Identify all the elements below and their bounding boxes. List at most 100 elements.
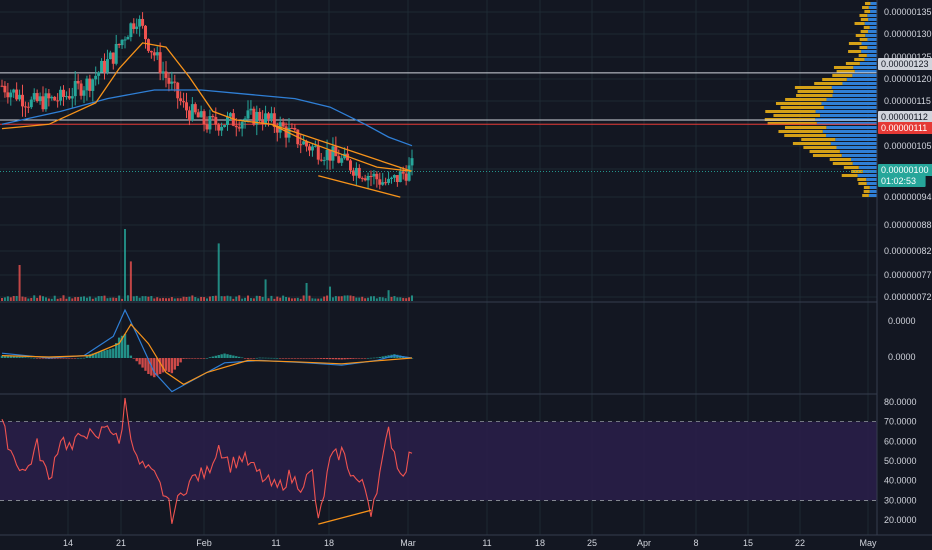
candle-body	[360, 177, 364, 179]
macd-histogram-bar	[214, 355, 217, 358]
macd-histogram-bar	[363, 358, 367, 359]
volume-profile-bar	[784, 134, 826, 137]
candle-body	[149, 50, 153, 53]
candle-body	[44, 93, 48, 110]
candle-body	[135, 26, 139, 29]
volume-profile-bar	[823, 106, 877, 109]
volume-profile-bar	[765, 110, 816, 113]
volume-profile-bar	[821, 102, 877, 105]
candle-body	[395, 175, 399, 183]
volume-profile-bar	[809, 150, 840, 153]
macd-histogram-bar	[44, 358, 48, 359]
volume-profile-bar	[845, 62, 860, 65]
wedge-lower-trendline[interactable]	[318, 175, 401, 198]
macd-histogram-bar	[264, 357, 267, 359]
macd-histogram-bar	[352, 358, 355, 359]
volume-bar	[229, 296, 232, 301]
candle-body	[187, 110, 191, 121]
macd-histogram-bar	[340, 358, 343, 360]
volume-profile-bar	[850, 158, 877, 161]
macd-histogram-bar	[120, 335, 124, 358]
rsi-tick-label: 70.0000	[884, 417, 917, 427]
rsi-pane[interactable]	[0, 397, 877, 525]
volume-profile-bar	[868, 30, 877, 33]
rsi-divergence-line[interactable]	[318, 509, 372, 525]
macd-histogram-bar	[246, 358, 250, 359]
volume-bar	[170, 297, 173, 301]
price-label-pill	[878, 175, 926, 187]
price-label-pill	[878, 111, 932, 123]
volume-bar	[39, 295, 42, 301]
volume-bar	[226, 295, 229, 301]
candle-body	[26, 106, 30, 108]
volume-profile-bar	[868, 6, 877, 9]
macd-histogram-bar	[173, 358, 176, 370]
time-tick-label: May	[859, 538, 877, 548]
candle-body	[261, 120, 265, 124]
volume-bar	[249, 298, 252, 301]
volume-profile-bar	[833, 90, 877, 93]
volume-bar	[200, 296, 203, 301]
macd-histogram-bar	[91, 353, 94, 358]
macd-histogram-bar	[82, 357, 86, 359]
macd-histogram-bar	[284, 358, 288, 359]
volume-profile-bar	[832, 94, 877, 97]
macd-histogram-bar	[76, 357, 80, 359]
price-pane[interactable]	[0, 12, 877, 301]
volume-bar	[361, 296, 364, 301]
candle-body	[196, 112, 200, 118]
volume-profile-bar	[775, 102, 822, 105]
volume-bar	[36, 297, 39, 301]
macd-histogram-bar	[343, 358, 346, 360]
macd-histogram-bar	[115, 343, 118, 358]
macd-histogram-bar	[50, 358, 53, 359]
macd-histogram-bar	[299, 358, 302, 359]
volume-bar	[299, 298, 302, 301]
candle-body	[378, 179, 382, 185]
macd-histogram-bar	[191, 358, 194, 359]
candle-body	[29, 99, 33, 108]
macd-histogram-bar	[249, 358, 253, 359]
macd-histogram-bar	[358, 358, 361, 359]
macd-histogram-bar	[33, 357, 36, 359]
time-axis[interactable]: 14 21 Feb 11 18 Mar 11 18 25 Apr 8 15 22 May	[63, 538, 877, 548]
macd-histogram-bar	[287, 358, 291, 359]
macd-histogram-bar	[223, 353, 226, 358]
volume-profile-bar	[862, 170, 877, 173]
candle-body	[146, 39, 150, 51]
candle-body	[305, 141, 309, 147]
candle-body	[325, 149, 329, 161]
candle-body	[308, 146, 311, 151]
volume-profile-bar	[785, 98, 827, 101]
candle-body	[126, 37, 130, 40]
candle-body	[64, 96, 68, 98]
candle-body	[316, 145, 320, 160]
volume-bar	[238, 295, 241, 301]
volume-bar	[241, 298, 244, 301]
candle-body	[252, 108, 256, 125]
candle-body	[281, 122, 285, 127]
candle-body	[217, 124, 221, 131]
macd-pane[interactable]	[0, 308, 414, 393]
volume-profile-bar	[854, 22, 865, 25]
volume-bar	[214, 295, 217, 301]
volume-bar	[258, 295, 261, 301]
volume-bar	[91, 298, 94, 301]
macd-histogram-bar	[12, 356, 15, 358]
candle-body	[173, 81, 177, 83]
volume-bar	[132, 296, 135, 301]
wedge-upper-trendline[interactable]	[271, 123, 413, 173]
macd-histogram-bar	[238, 356, 241, 358]
volume-bar	[109, 297, 112, 301]
macd-histogram-bar	[182, 358, 185, 359]
volume-bar	[85, 297, 88, 301]
macd-histogram-bar	[296, 358, 299, 359]
price-tick-label: 0.00000115	[884, 96, 931, 106]
candle-body	[354, 167, 358, 176]
macd-histogram-bar	[226, 354, 229, 358]
macd-histogram-bar	[279, 358, 282, 359]
volume-profile-bar	[826, 98, 877, 101]
macd-histogram-bar	[305, 358, 308, 359]
candle-body	[56, 100, 60, 102]
